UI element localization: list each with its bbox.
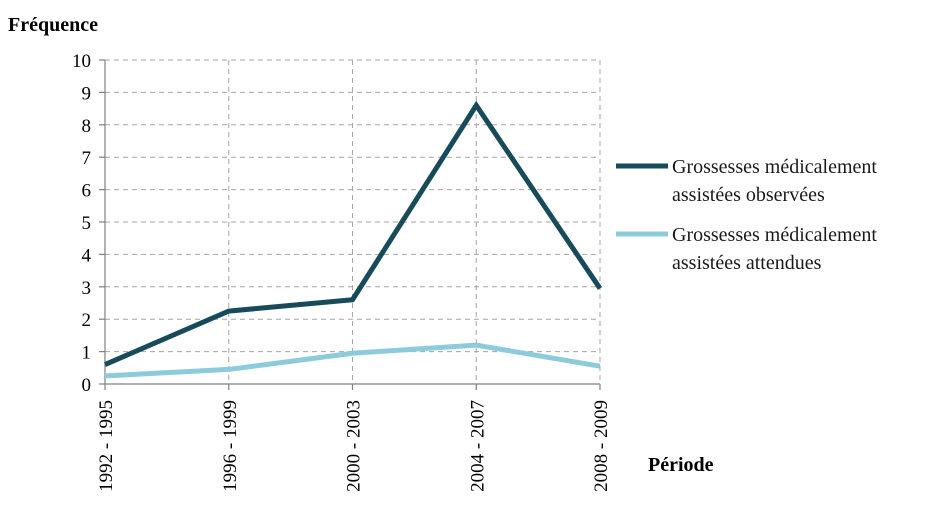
legend-label-expected-line1: Grossesses médicalement	[672, 224, 877, 246]
series-line-expected	[104, 342, 601, 379]
series-line-observed	[104, 100, 603, 367]
x-tick-label: 2004 - 2007	[467, 400, 488, 492]
y-tick-label: 8	[82, 116, 92, 137]
legend: Grossesses médicalement assistées observ…	[616, 156, 877, 274]
y-tick-labels: 0 1 2 3 4 5 6 7 8 9 10	[72, 51, 92, 396]
x-tick-label: 2008 - 2009	[591, 400, 612, 492]
y-tick-label: 3	[82, 278, 92, 299]
legend-item-observed: Grossesses médicalement assistées observ…	[616, 156, 877, 206]
legend-label-observed-line1: Grossesses médicalement	[672, 156, 877, 178]
y-tick-label: 9	[82, 83, 92, 104]
y-tick-label: 0	[82, 375, 92, 396]
series-lines	[104, 100, 603, 379]
axes	[99, 59, 601, 390]
legend-label-expected-line2: assistées attendues	[672, 252, 822, 274]
y-tick-label: 4	[82, 245, 92, 266]
y-tick-label: 1	[82, 343, 92, 364]
legend-label-observed-line2: assistées observées	[672, 184, 825, 206]
x-tick-label: 2000 - 2003	[344, 400, 365, 492]
y-tick-label: 2	[82, 310, 92, 331]
y-axis-title: Fréquence	[8, 14, 98, 36]
y-tick-label: 10	[72, 51, 91, 72]
x-tick-label: 1992 - 1995	[96, 400, 117, 492]
grid	[105, 59, 601, 384]
y-tick-label: 6	[82, 181, 92, 202]
legend-item-expected: Grossesses médicalement assistées attend…	[616, 224, 877, 274]
y-tick-label: 5	[82, 213, 92, 234]
x-axis-title: Période	[648, 454, 714, 476]
x-tick-label: 1996 - 1999	[220, 400, 241, 492]
y-tick-label: 7	[82, 148, 92, 169]
x-tick-labels: 1992 - 1995 1996 - 1999 2000 - 2003 2004 - …	[96, 400, 612, 492]
